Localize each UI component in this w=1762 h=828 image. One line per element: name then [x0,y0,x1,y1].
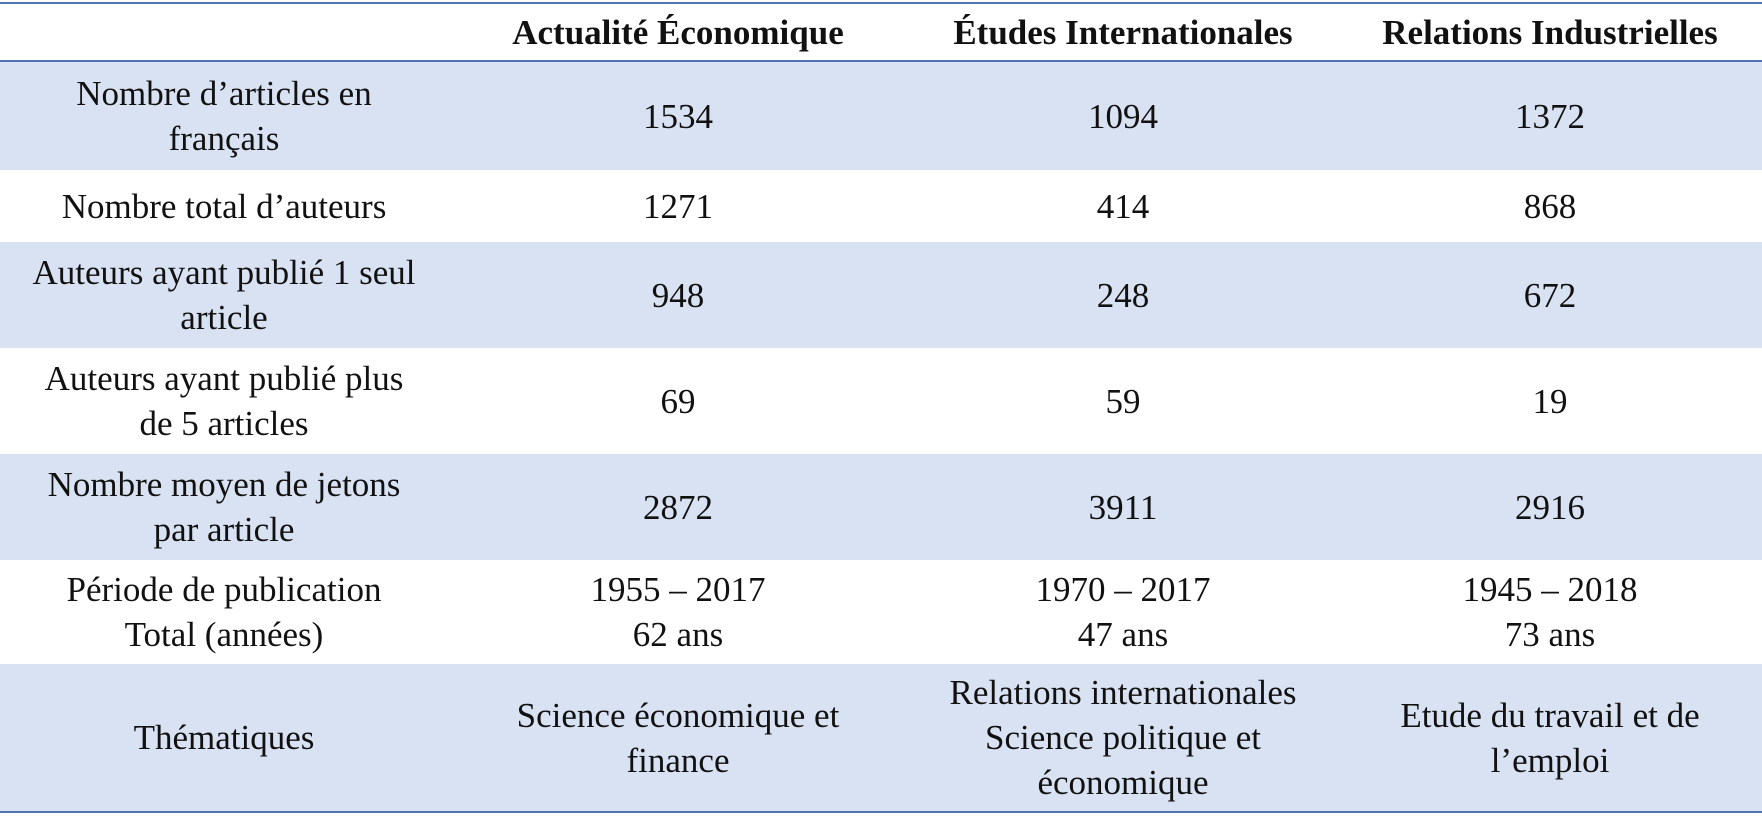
cell-etudes: 59 [1105,381,1141,421]
cell-actualite: Science économique et finance [516,695,840,780]
table-row: Nombre total d’auteurs 1271 414 868 [0,170,1762,242]
row-label: Nombre total d’auteurs [61,186,387,226]
cell-etudes: 1094 [1088,96,1158,136]
cell-actualite: 948 [651,275,705,315]
bottom-rule [0,811,1762,813]
row-label: Auteurs ayant publié plus de 5 articles [44,359,404,443]
table-row: Auteurs ayant publié plus de 5 articles … [0,348,1762,454]
table-row: Période de publication Total (années) 19… [0,560,1762,664]
table-row: Nombre d’articles en français 1534 1094 … [0,62,1762,170]
row-label: Nombre d’articles en français [76,74,372,158]
cell-actualite: 1534 [643,96,713,136]
cell-relations: 868 [1523,186,1577,226]
cell-etudes: 414 [1096,186,1150,226]
row-label: Thématiques [133,718,315,757]
cell-etudes: 248 [1096,275,1150,315]
cell-relations: 1945 – 2018 73 ans [1462,570,1638,654]
row-label: Période de publication Total (années) [66,570,382,654]
cell-actualite: 69 [660,381,696,421]
header-rule [0,60,1762,62]
cell-relations: 1372 [1515,96,1585,136]
cell-actualite: 1271 [643,186,713,226]
cell-etudes: Relations internationales Science politi… [949,673,1297,802]
table-row: Auteurs ayant publié 1 seul article 948 … [0,242,1762,348]
cell-relations: 19 [1532,381,1568,421]
cell-etudes: 1970 – 2017 47 ans [1035,570,1211,654]
header-etudes-internationales: Études Internationales [953,12,1293,52]
row-label: Nombre moyen de jetons par article [47,465,401,549]
cell-actualite: 2872 [643,487,713,527]
cell-relations: 2916 [1515,487,1585,527]
row-label: Auteurs ayant publié 1 seul article [32,253,416,337]
header-actualite-economique: Actualité Économique [512,12,844,52]
table-row: Thématiques Science économique et financ… [0,664,1762,811]
table-row: Nombre moyen de jetons par article 2872 … [0,454,1762,560]
top-rule [0,2,1762,4]
header-row: Actualité Économique Études Internationa… [0,4,1762,60]
header-relations-industrielles: Relations Industrielles [1382,12,1718,52]
header-empty-cell [0,4,448,60]
cell-etudes: 3911 [1088,487,1158,527]
cell-relations: 672 [1523,275,1577,315]
cell-relations: Etude du travail et de l’emploi [1400,695,1700,780]
cell-actualite: 1955 – 2017 62 ans [590,570,766,654]
